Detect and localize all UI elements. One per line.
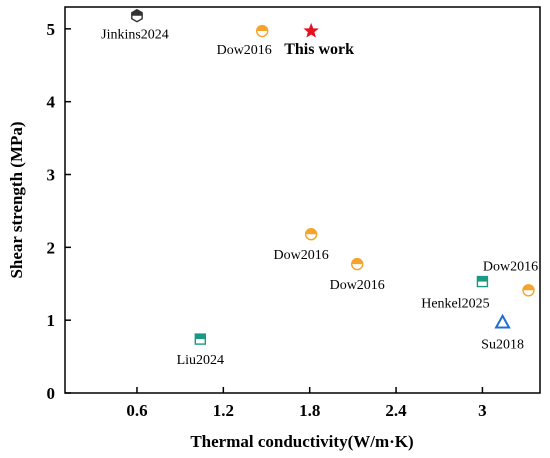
y-tick-label: 4 (47, 93, 56, 112)
y-tick-label: 0 (47, 384, 56, 403)
axis-ticks: 0.6 1.2 1.8 2.4 3 0 1 2 3 4 5 (47, 20, 487, 420)
marker-hexagon-jinkins2024 (131, 8, 143, 23)
marker-square-half-henkel2025 (476, 275, 489, 288)
point-label: Dow2016 (483, 259, 538, 274)
point-label: Dow2016 (274, 248, 329, 263)
x-tick-label: 2.4 (385, 401, 407, 420)
data-markers (131, 8, 535, 345)
point-label: Henkel2025 (421, 297, 489, 312)
x-tick-label: 1.8 (299, 401, 320, 420)
marker-triangle-su2018 (494, 313, 511, 329)
x-tick-label: 1.2 (213, 401, 234, 420)
marker-circle-half-dow2016 (350, 257, 364, 271)
point-label: This work (284, 41, 354, 58)
y-tick-label: 5 (47, 20, 56, 39)
marker-circle-half-dow2016 (304, 228, 318, 241)
x-tick-label: 0.6 (126, 401, 147, 420)
marker-circle-half-dow2016 (255, 24, 269, 38)
point-label: Liu2024 (177, 353, 224, 368)
x-axis-title: Thermal conductivity(W/m·K) (190, 432, 413, 451)
y-axis-title: Shear strength (MPa) (7, 121, 26, 278)
y-tick-label: 1 (47, 311, 56, 330)
point-label: Dow2016 (217, 43, 272, 58)
marker-star-this-work (303, 22, 319, 38)
point-label: Su2018 (481, 337, 524, 352)
x-tick-label: 3 (478, 401, 487, 420)
point-label: Jinkins2024 (101, 28, 169, 43)
marker-circle-half-dow2016 (522, 284, 535, 297)
y-tick-label: 2 (47, 238, 56, 257)
plot-frame (64, 6, 541, 394)
point-label: Dow2016 (330, 278, 385, 293)
y-tick-label: 3 (47, 166, 56, 185)
marker-square-half-liu2024 (194, 333, 207, 345)
